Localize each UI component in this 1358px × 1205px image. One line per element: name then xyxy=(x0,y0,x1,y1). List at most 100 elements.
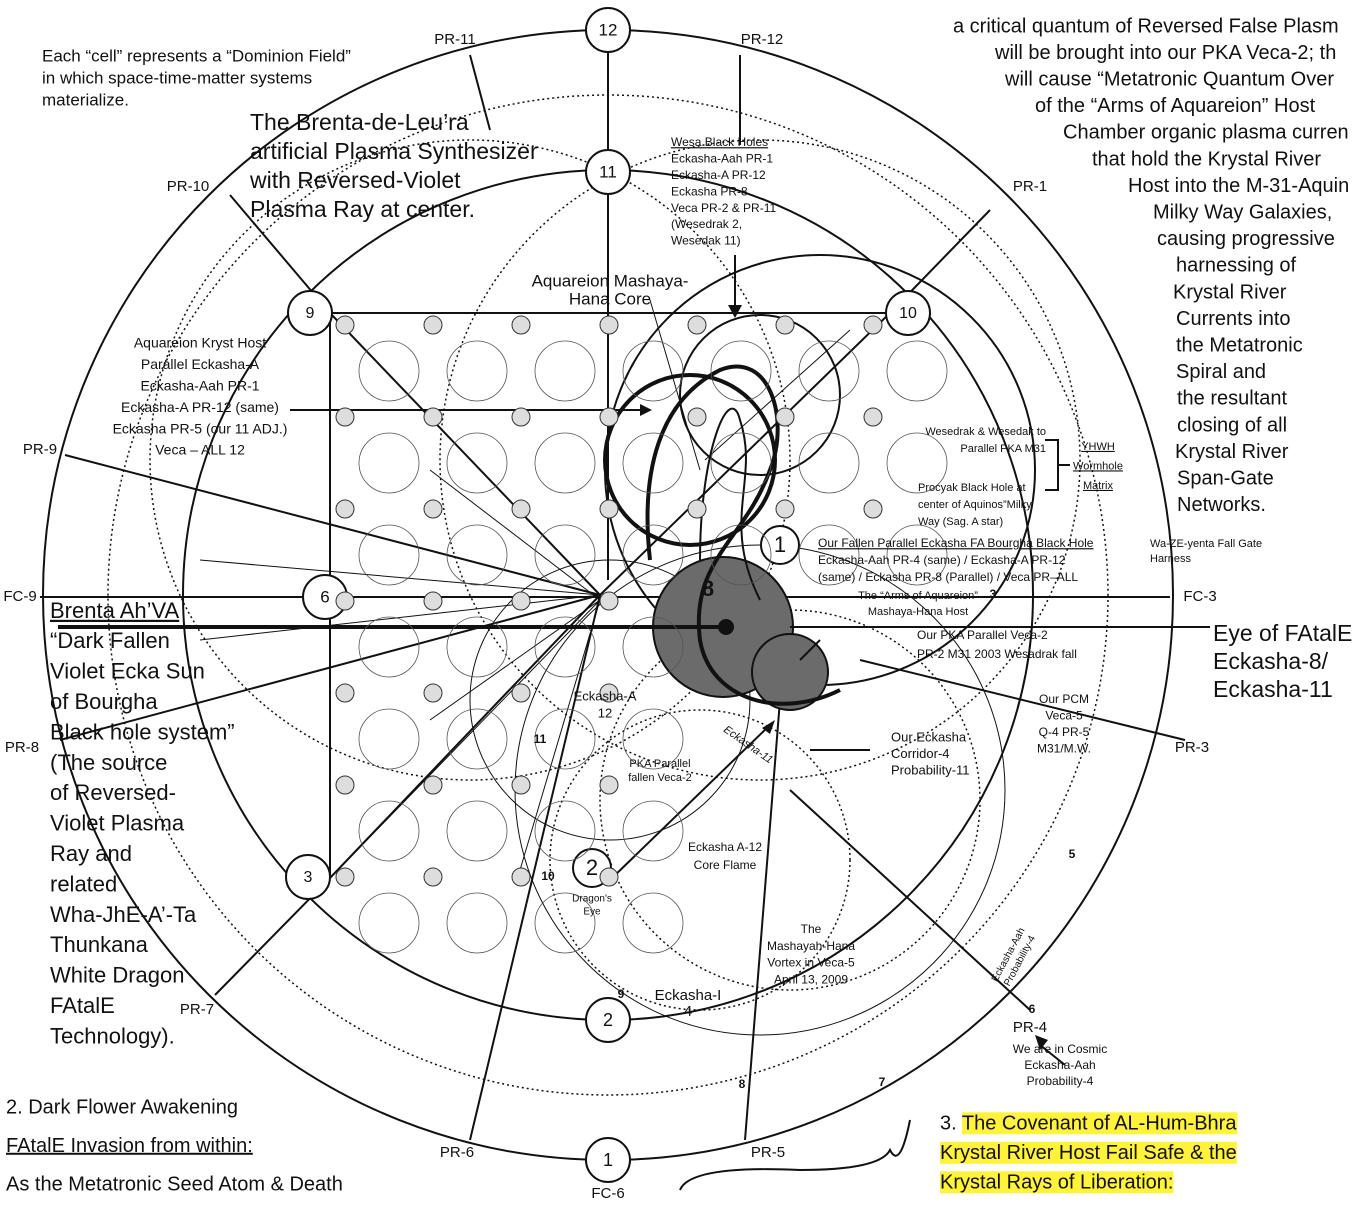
text-line: Probability-11 xyxy=(891,762,970,777)
text-line: As the Metatronic Seed Atom & Death xyxy=(6,1173,343,1195)
text-line: The Brenta-de-Leu’ra xyxy=(250,109,469,135)
text-line: center of Aquinos”Milky xyxy=(918,499,1032,511)
text-line: Ray and xyxy=(50,841,132,866)
sphere xyxy=(336,316,354,334)
text-line: in which space-time-matter systems xyxy=(42,68,312,87)
label: 7 xyxy=(879,1075,886,1089)
text-line: Corridor-4 xyxy=(891,746,950,761)
label: 11 xyxy=(534,732,547,746)
text-line: materialize. xyxy=(42,90,129,109)
text-line: Milky Way Galaxies, xyxy=(1153,201,1332,223)
sphere xyxy=(512,684,530,702)
label: PR-4 xyxy=(1013,1019,1047,1036)
label: 5 xyxy=(1069,847,1076,861)
text-line: harnessing of xyxy=(1176,255,1297,277)
text-line: Eckasha-I xyxy=(655,987,722,1004)
text-line: Brenta Ah’VA xyxy=(50,598,180,623)
sphere xyxy=(776,316,794,334)
sphere xyxy=(600,868,618,886)
text-line: Eckasha-A PR-12 xyxy=(671,168,766,182)
text-line: Core Flame xyxy=(694,858,757,872)
text-line: Eckasha PR-8 xyxy=(671,184,748,198)
text-line: “Dark Fallen xyxy=(50,628,170,653)
label: 3 xyxy=(990,587,997,601)
text-line: 3. The Covenant of AL-Hum-Bhra xyxy=(940,1112,1237,1134)
sphere xyxy=(512,776,530,794)
text-line: Violet Ecka Sun xyxy=(50,659,205,684)
text-line: Our Eckasha xyxy=(891,729,967,744)
label: PR-10 xyxy=(167,178,210,195)
text-line: Veca PR-2 & PR-11 xyxy=(671,201,776,215)
label: 2 xyxy=(586,855,598,880)
label: 1 xyxy=(774,532,786,557)
text-line: Violet Plasma xyxy=(50,811,185,836)
text-line: Q-4 PR-5 xyxy=(1039,725,1090,739)
text-line: April 13, 2009 xyxy=(774,972,848,986)
text-line: Wha-JhE-A’-Ta xyxy=(50,902,197,927)
text-line: a critical quantum of Reversed False Pla… xyxy=(953,15,1339,37)
text-line: of Bourgha xyxy=(50,689,158,714)
sphere xyxy=(512,316,530,334)
text-line: Wa-ZE-yenta Fall Gate xyxy=(1150,538,1262,550)
sphere xyxy=(336,684,354,702)
text-line: of Reversed- xyxy=(50,780,176,805)
label: 6 xyxy=(320,587,329,606)
label: 10 xyxy=(899,305,917,322)
sphere xyxy=(776,408,794,426)
sphere xyxy=(688,316,706,334)
label: PR-6 xyxy=(440,1144,474,1161)
text-line: Aquareion Kryst Host xyxy=(134,335,266,351)
text-line: Our PKA Parallel Veca-2 xyxy=(917,628,1048,642)
text-line: Spiral and xyxy=(1176,361,1266,383)
label: 8 xyxy=(739,1077,746,1091)
text-line: 4 xyxy=(684,1003,692,1020)
text-line: Eckasha-Aah PR-4 (same) / Eckasha-A PR-1… xyxy=(818,553,1066,567)
text-line: PR-2 M31 2003 Wesadrak fall xyxy=(917,647,1077,661)
text-line: Wesedrak & Wesedak to xyxy=(925,426,1046,438)
text-line: Eye xyxy=(583,907,601,918)
text-line: Networks. xyxy=(1177,494,1266,516)
label: 11 xyxy=(599,162,617,181)
label: PR-12 xyxy=(741,31,784,48)
label: PR-5 xyxy=(751,1144,785,1161)
text-line: Parallel PKA M31 xyxy=(960,443,1046,455)
text-line: related xyxy=(50,871,117,896)
text-line: Way (Sag. A star) xyxy=(918,516,1003,528)
text-line: Krystal River Host Fail Safe & the xyxy=(940,1142,1237,1164)
text-line: Mashayah-Hana xyxy=(767,939,855,953)
text-line: Thunkana xyxy=(50,932,149,957)
sphere xyxy=(424,316,442,334)
label: FC-3 xyxy=(1183,588,1216,605)
text-line: the Metatronic xyxy=(1176,334,1303,356)
text-line: Hana Core xyxy=(569,289,651,308)
sphere xyxy=(336,868,354,886)
text-line: YHWH xyxy=(1081,441,1115,453)
label: FC-6 xyxy=(591,1185,624,1202)
text-line: The xyxy=(801,922,822,936)
center-dot xyxy=(718,619,734,635)
label: 6 xyxy=(1029,1002,1036,1016)
sphere xyxy=(336,776,354,794)
text-line: M31/M.W. xyxy=(1037,741,1091,755)
text-line: Krystal River xyxy=(1175,441,1289,463)
diagram: a critical quantum of Reversed False Pla… xyxy=(0,0,1358,1205)
text-line: Eckasha-Aah xyxy=(1024,1058,1095,1072)
text-line: Chamber organic plasma curren xyxy=(1063,122,1349,144)
text-line: Dragon's xyxy=(572,894,612,905)
sphere xyxy=(424,500,442,518)
sphere xyxy=(424,408,442,426)
label: PR-9 xyxy=(23,441,57,458)
text-line: The “Arms of Aquareion” xyxy=(858,590,978,602)
sphere xyxy=(864,500,882,518)
text-line: Wormhole xyxy=(1073,460,1123,472)
text-line: of the “Arms of Aquareion” Host xyxy=(1035,95,1316,117)
label: 10 xyxy=(541,869,555,883)
sphere xyxy=(424,776,442,794)
sphere xyxy=(600,776,618,794)
page: {"blocks": [ {"lines": ["a critical quan… xyxy=(0,0,1358,1205)
text-line: Host into the M-31-Aquin xyxy=(1128,175,1349,197)
label: 9 xyxy=(306,305,315,322)
sphere xyxy=(600,408,618,426)
text-line: Span-Gate xyxy=(1177,467,1274,489)
text-line: will be brought into our PKA Veca-2; th xyxy=(994,42,1336,64)
